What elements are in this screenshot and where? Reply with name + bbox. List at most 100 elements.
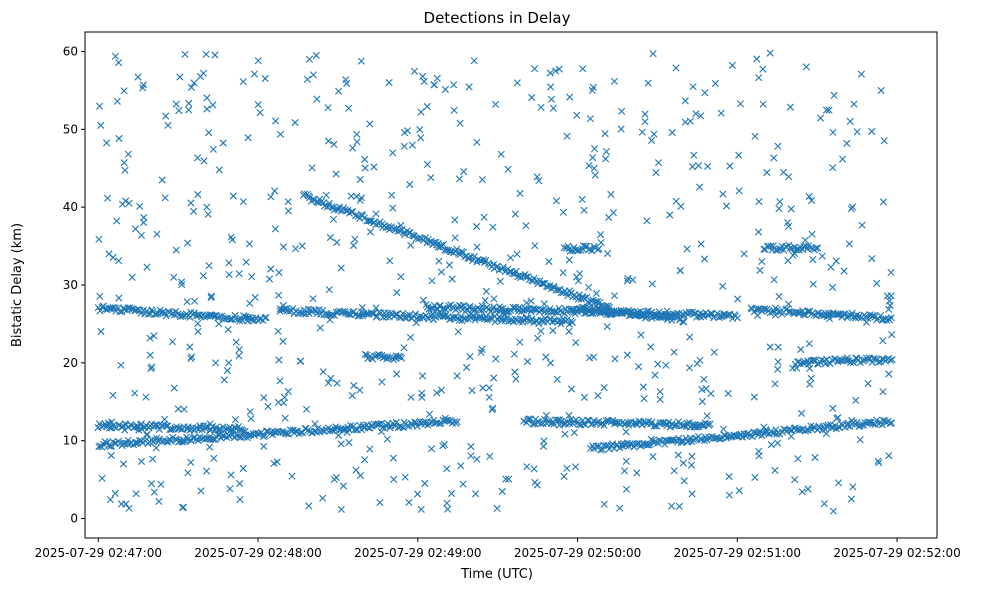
data-point xyxy=(158,176,166,184)
data-point xyxy=(215,166,223,174)
data-point xyxy=(794,455,802,463)
data-point xyxy=(591,171,599,179)
data-point xyxy=(96,307,104,315)
data-point xyxy=(476,314,484,322)
data-point xyxy=(622,457,630,465)
data-point xyxy=(385,354,393,362)
data-point xyxy=(376,498,384,507)
data-point xyxy=(618,107,626,115)
data-point xyxy=(386,257,394,265)
data-point xyxy=(829,164,837,172)
data-point xyxy=(528,93,536,102)
data-point xyxy=(326,316,334,324)
data-point xyxy=(649,453,657,461)
data-point xyxy=(115,257,123,265)
data-point xyxy=(707,390,715,398)
data-point xyxy=(566,419,574,428)
data-point xyxy=(276,130,285,138)
data-point xyxy=(825,312,833,320)
data-point xyxy=(753,311,762,320)
data-point xyxy=(190,207,198,215)
data-point xyxy=(522,299,531,307)
data-point xyxy=(353,130,361,138)
data-point xyxy=(167,437,175,445)
data-point xyxy=(261,432,269,440)
data-point xyxy=(301,190,309,198)
data-point xyxy=(134,73,142,81)
data-point xyxy=(356,472,365,480)
data-point xyxy=(802,63,810,71)
data-point xyxy=(887,292,895,300)
data-point xyxy=(553,375,561,383)
data-point xyxy=(276,377,284,385)
data-point xyxy=(647,435,655,443)
data-point xyxy=(656,388,664,396)
data-point xyxy=(98,474,106,482)
data-point xyxy=(448,489,456,498)
data-point xyxy=(847,495,855,503)
data-point xyxy=(719,282,727,290)
data-point xyxy=(651,371,659,379)
data-point xyxy=(880,137,888,145)
data-point xyxy=(785,173,793,181)
data-point xyxy=(720,311,728,319)
data-point xyxy=(388,191,396,199)
data-point xyxy=(563,464,571,472)
data-point xyxy=(111,489,119,497)
data-point xyxy=(647,420,655,428)
data-point xyxy=(350,381,358,390)
data-point xyxy=(225,359,233,367)
data-point xyxy=(465,83,473,91)
data-point xyxy=(410,67,419,75)
data-point xyxy=(122,197,130,205)
data-point xyxy=(104,194,112,202)
data-point xyxy=(822,430,830,438)
data-point xyxy=(683,245,691,253)
data-point xyxy=(774,343,782,351)
data-point xyxy=(143,431,151,439)
data-point xyxy=(695,162,703,170)
data-point xyxy=(343,79,351,88)
data-point xyxy=(818,252,826,260)
data-point xyxy=(443,499,451,507)
data-point xyxy=(560,472,568,480)
data-point xyxy=(425,410,434,418)
data-point xyxy=(237,433,245,441)
data-point xyxy=(502,475,510,483)
data-point xyxy=(755,452,763,460)
data-point xyxy=(696,183,704,191)
data-point xyxy=(735,151,743,159)
data-point xyxy=(767,242,775,250)
data-point xyxy=(552,67,560,75)
data-point xyxy=(635,363,643,371)
data-point xyxy=(600,384,608,392)
data-point xyxy=(697,313,705,321)
data-point xyxy=(275,291,283,299)
data-point xyxy=(686,308,694,316)
data-point xyxy=(190,79,198,87)
data-point xyxy=(215,320,223,328)
data-point xyxy=(877,86,885,95)
data-point xyxy=(753,55,761,63)
data-point xyxy=(697,112,705,120)
data-point xyxy=(770,154,778,162)
data-point xyxy=(227,426,235,434)
data-point xyxy=(770,276,778,284)
data-point xyxy=(343,428,351,437)
data-point xyxy=(640,395,648,403)
data-point xyxy=(254,101,262,109)
data-point xyxy=(115,59,123,67)
data-point xyxy=(393,289,401,297)
data-point xyxy=(887,268,895,276)
data-point xyxy=(691,421,699,429)
data-point xyxy=(644,79,652,87)
data-point xyxy=(211,51,219,59)
data-point xyxy=(284,198,292,206)
data-point xyxy=(605,213,613,221)
data-point xyxy=(799,310,807,319)
data-point xyxy=(649,50,657,58)
data-point xyxy=(319,494,327,502)
data-point xyxy=(559,269,567,277)
data-point xyxy=(150,488,158,496)
data-point xyxy=(356,175,364,184)
